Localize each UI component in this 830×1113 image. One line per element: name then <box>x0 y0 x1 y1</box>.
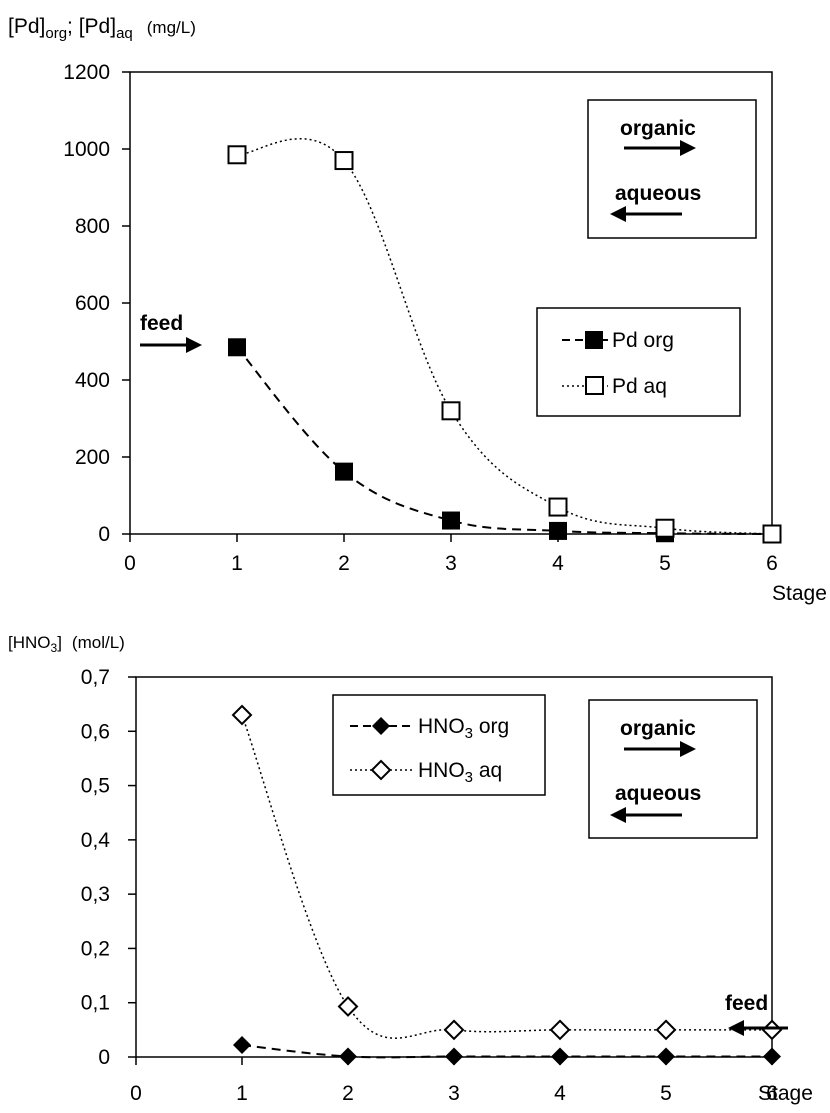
svg-text:Pd org: Pd org <box>612 329 674 352</box>
chart-2-y-tick-label: 0,7 <box>81 666 110 689</box>
chart-1-y-tick-label: 1000 <box>63 138 110 161</box>
chart-1-series-1-point <box>548 497 568 517</box>
svg-text:HNO3 aq: HNO3 aq <box>418 759 502 786</box>
chart-2-series-1-point <box>655 1019 677 1041</box>
chart-2: [HNO3] (mol/L) 0 0,1 0,2 0,3 0,4 0,5 0,6 0,7 0 1 2… <box>8 633 813 1105</box>
chart-2-y-tick-label: 0,2 <box>81 937 110 960</box>
chart-1-organic-label: organic <box>620 117 696 140</box>
chart-1-x-tick-label: 6 <box>766 552 778 575</box>
chart-2-legend <box>332 694 546 796</box>
chart-1-y-tick-label: 1200 <box>63 61 110 84</box>
chart-2-feed-label: feed <box>725 992 768 1015</box>
chart-2-series-1-point <box>761 1019 783 1041</box>
chart-2-y-tick-label: 0,5 <box>81 775 110 798</box>
chart-1-y-tick-label: 400 <box>75 369 110 392</box>
chart-1-feed-label: feed <box>140 312 183 335</box>
chart-2-series-0-point <box>233 1036 251 1055</box>
chart-1-y-axis-label: [Pd]org; [Pd]aq (mg/L) <box>8 15 196 42</box>
svg-text:Pd aq: Pd aq <box>612 375 667 398</box>
chart-2-series-1-point <box>443 1019 465 1041</box>
chart-2-series-0-point <box>551 1047 569 1066</box>
chart-2-y-tick-label: 0,6 <box>81 720 110 743</box>
svg-text:HNO3 org: HNO3 org <box>418 715 509 742</box>
chart-1-series-0-point <box>442 511 460 530</box>
chart-2-x-tick-label: 2 <box>342 1082 354 1105</box>
chart-1-x-tick-label: 5 <box>659 552 671 575</box>
chart-1-aqueous-arrow <box>610 206 682 222</box>
chart-2-y-axis-label: [HNO3] (mol/L) <box>8 633 125 655</box>
chart-1-y-tick-label: 0 <box>98 523 110 546</box>
chart-1-x-tick-label: 0 <box>124 552 136 575</box>
chart-1-series-0-point <box>549 521 567 540</box>
chart-2-aqueous-label: aqueous <box>615 782 701 805</box>
chart-1-series-1-point <box>334 151 354 171</box>
chart-1: [Pd]org; [Pd]aq (mg/L) 0 200 400 600 800 1000 1… <box>8 15 827 605</box>
chart-2-x-tick-label: 6 <box>766 1082 778 1105</box>
chart-1-x-tick-label: 3 <box>445 552 457 575</box>
chart-1-y-tick-label: 800 <box>75 215 110 238</box>
chart-2-x-tick-label: 4 <box>554 1082 566 1105</box>
chart-2-y-tick-label: 0,1 <box>81 992 110 1015</box>
chart-2-series-0-point <box>763 1047 781 1066</box>
chart-1-y-tick-label: 600 <box>75 292 110 315</box>
chart-1-series-1-point <box>762 524 782 544</box>
chart-2-feed-arrow <box>728 1020 788 1036</box>
chart-2-series-0-point <box>657 1047 675 1066</box>
chart-1-organic-arrow <box>624 140 696 156</box>
chart-1-series-0-point <box>228 338 246 357</box>
chart-1-series-1-point <box>441 401 461 421</box>
chart-1-aqueous-label: aqueous <box>615 182 701 205</box>
chart-2-series-0-point <box>445 1047 463 1066</box>
chart-1-x-tick-label: 1 <box>231 552 243 575</box>
chart-2-organic-arrow <box>624 741 696 757</box>
chart-1-series-1-point <box>655 518 675 538</box>
chart-1-series-1-point <box>227 145 247 165</box>
chart-1-x-tick-label: 4 <box>552 552 564 575</box>
chart-2-y-tick-label: 0 <box>98 1046 110 1069</box>
chart-1-feed-arrow <box>140 337 202 353</box>
chart-2-y-tick-label: 0,3 <box>81 883 110 906</box>
chart-2-legend-item-hno3-aq: HNO3 aq <box>350 759 502 786</box>
chart-2-series-1-point <box>549 1019 571 1041</box>
chart-2-aqueous-arrow <box>610 807 682 823</box>
chart-1-x-axis-label: Stage <box>772 582 827 605</box>
chart-1-x-tick-label: 2 <box>338 552 350 575</box>
chart-2-x-tick-label: 0 <box>130 1082 142 1105</box>
chart-2-series-0-point <box>339 1047 357 1066</box>
chart-2-organic-label: organic <box>620 717 696 740</box>
chart-1-legend-item-pd-org: Pd org <box>562 329 674 352</box>
chart-1-legend <box>536 307 741 417</box>
chart-2-x-tick-label: 3 <box>448 1082 460 1105</box>
chart-2-y-tick-label: 0,4 <box>81 829 111 852</box>
chart-2-series-0-line <box>241 1044 772 1059</box>
chart-2-x-tick-label: 1 <box>236 1082 248 1105</box>
chart-2-series-1-point <box>337 996 359 1017</box>
chart-2-x-tick-label: 5 <box>660 1082 672 1105</box>
chart-1-series-0-line <box>236 346 773 535</box>
chart-2-legend-item-hno3-org: HNO3 org <box>350 715 509 742</box>
chart-2-series-1-point <box>231 704 253 726</box>
chart-1-y-tick-label: 200 <box>75 446 110 469</box>
chart-2-x-axis-label: Stage <box>758 1082 813 1105</box>
chart-1-series-0-point <box>335 462 353 481</box>
chart-1-legend-item-pd-aq: Pd aq <box>562 375 667 398</box>
